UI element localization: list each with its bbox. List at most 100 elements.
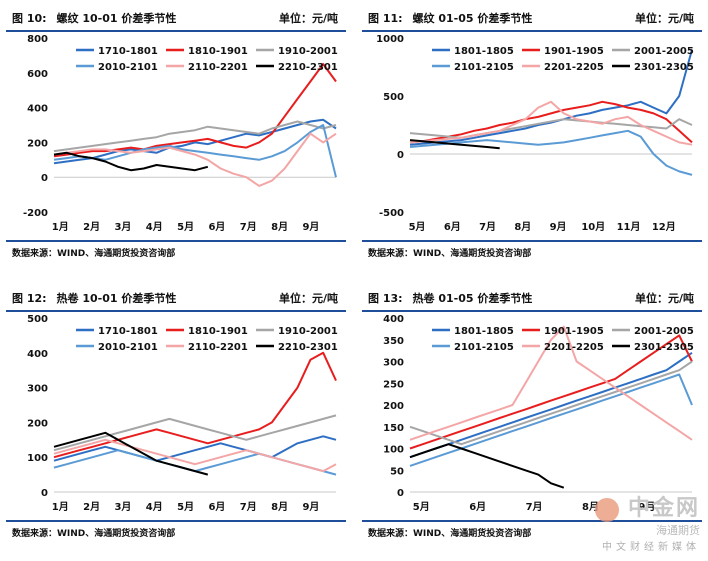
legend-label: 2201-2205 — [544, 342, 604, 353]
chart-panel-hrc-10-01: 图 12: 热卷 10-01 价差季节性 单位：元/吨 0 100 200 300 400… — [6, 282, 346, 542]
watermark-mark: 海通期货 — [656, 524, 700, 537]
series-line — [53, 63, 337, 158]
chart-title: 图 12: 热卷 10-01 价差季节性 — [12, 290, 176, 306]
top-rule — [362, 30, 702, 32]
y-tick-label: 0 — [41, 173, 48, 184]
y-tick-label: 0 — [41, 488, 48, 499]
y-tick-label: 600 — [27, 69, 48, 80]
chart-title: 图 11: 螺纹 01-05 价差季节性 — [368, 10, 532, 26]
legend-label: 1910-2001 — [278, 46, 338, 57]
x-tick-label: 9月 — [638, 501, 655, 513]
legend-label: 2201-2205 — [544, 62, 604, 73]
y-tick-label: 0 — [397, 150, 404, 161]
x-tick-label: 7月 — [240, 501, 257, 513]
legend-label: 1810-1901 — [188, 326, 248, 337]
source-note: 数据来源：WIND、海通期货投资咨询部 — [368, 249, 532, 259]
top-rule — [362, 310, 702, 312]
y-tick-label: 800 — [27, 34, 48, 45]
series-line — [53, 151, 209, 172]
y-tick-label: 200 — [27, 138, 48, 149]
legend-label: 2101-2105 — [454, 62, 514, 73]
series-line — [409, 351, 693, 459]
series-line — [409, 443, 565, 489]
y-tick-label: 150 — [383, 423, 404, 434]
legend-label: 1910-2001 — [278, 326, 338, 337]
x-tick-label: 4月 — [146, 221, 163, 233]
x-tick-label: 7月 — [240, 221, 257, 233]
x-tick-label: 6月 — [469, 501, 486, 513]
x-tick-label: 2月 — [83, 501, 100, 513]
series-line — [409, 129, 693, 176]
x-tick-label: 10月 — [581, 221, 605, 233]
x-tick-label: 6月 — [208, 221, 225, 233]
series-line — [409, 49, 693, 146]
legend-label: 1710-1801 — [98, 46, 158, 57]
y-tick-label: 100 — [27, 453, 48, 464]
y-tick-label: 200 — [383, 401, 404, 412]
legend-label: 2101-2105 — [454, 342, 514, 353]
y-tick-label: 300 — [27, 384, 48, 395]
x-tick-label: 7月 — [479, 221, 496, 233]
figure-number: 图 10: — [12, 12, 47, 25]
series-line — [409, 325, 693, 441]
chart-panel-rebar-10-01: 图 10: 螺纹 10-01 价差季节性 单位：元/吨 -200 0 200 400 60… — [6, 2, 346, 262]
watermark-brand: 中金网 — [627, 495, 700, 521]
series-line — [53, 124, 337, 178]
bottom-rule — [362, 240, 702, 242]
series-line — [53, 435, 337, 462]
figure-title: 热卷 01-05 价差季节性 — [412, 292, 533, 305]
x-tick-label: 5月 — [177, 221, 194, 233]
x-tick-label: 7月 — [526, 501, 543, 513]
x-tick-label: 3月 — [114, 221, 131, 233]
source-note: 数据来源：WIND、海通期货投资咨询部 — [12, 529, 176, 539]
legend-label: 2001-2005 — [634, 46, 694, 57]
line-chart: -500 0 500 1000 5月 6月 7月 8月 9月 10月 11月 12月 1801-1805… — [376, 34, 694, 233]
legend-label: 2001-2005 — [634, 326, 694, 337]
legend-label: 1901-1905 — [544, 46, 604, 57]
chart-title: 图 13: 热卷 01-05 价差季节性 — [368, 290, 532, 306]
x-tick-label: 4月 — [146, 501, 163, 513]
x-tick-label: 9月 — [550, 221, 567, 233]
y-tick-label: 350 — [383, 336, 404, 347]
legend-label: 2210-2301 — [278, 342, 338, 353]
x-tick-label: 3月 — [114, 501, 131, 513]
series-line — [409, 100, 693, 144]
series-line — [53, 438, 337, 473]
y-tick-label: 300 — [383, 358, 404, 369]
legend-label: 2210-2301 — [278, 62, 338, 73]
line-chart: 0 100 200 300 400 500 1月 2月 3月 4月 5月 6月 7月 8月 9月 1710-1… — [27, 314, 338, 513]
x-tick-label: 1月 — [52, 221, 69, 233]
top-rule — [6, 310, 346, 312]
x-tick-label: 9月 — [302, 221, 319, 233]
bottom-rule — [362, 520, 702, 522]
figure-title: 螺纹 10-01 价差季节性 — [56, 12, 177, 25]
series-line — [53, 132, 337, 187]
watermark-logo-icon — [594, 498, 619, 522]
y-tick-label: 400 — [27, 349, 48, 360]
y-tick-label: 400 — [27, 104, 48, 115]
unit-label: 单位：元/吨 — [278, 292, 338, 305]
figure-number: 图 11: — [368, 12, 403, 25]
x-tick-label: 5月 — [413, 501, 430, 513]
watermark-sub: 中文财经新媒体 — [602, 542, 700, 553]
legend-label: 2110-2201 — [188, 342, 248, 353]
x-tick-label: 6月 — [444, 221, 461, 233]
y-tick-label: 200 — [27, 418, 48, 429]
source-note: 数据来源：WIND、海通期货投资咨询部 — [368, 529, 532, 539]
legend-label: 2301-2305 — [634, 342, 694, 353]
legend-label: 1801-1805 — [454, 326, 514, 337]
series-line — [53, 431, 209, 476]
x-tick-label: 5月 — [177, 501, 194, 513]
watermark: 中金网 海通期货 中文财经新媒体 — [594, 490, 700, 553]
x-tick-label: 8月 — [271, 221, 288, 233]
x-tick-label: 6月 — [208, 501, 225, 513]
y-tick-label: -500 — [379, 208, 404, 219]
x-tick-label: 2月 — [83, 221, 100, 233]
figure-title: 热卷 10-01 价差季节性 — [56, 292, 177, 305]
legend-label: 2010-2101 — [98, 342, 158, 353]
x-tick-label: 5月 — [409, 221, 426, 233]
x-tick-label: 8月 — [271, 501, 288, 513]
figure-number: 图 12: — [12, 292, 47, 305]
y-tick-label: 50 — [390, 466, 404, 477]
source-note: 数据来源：WIND、海通期货投资咨询部 — [12, 249, 176, 259]
